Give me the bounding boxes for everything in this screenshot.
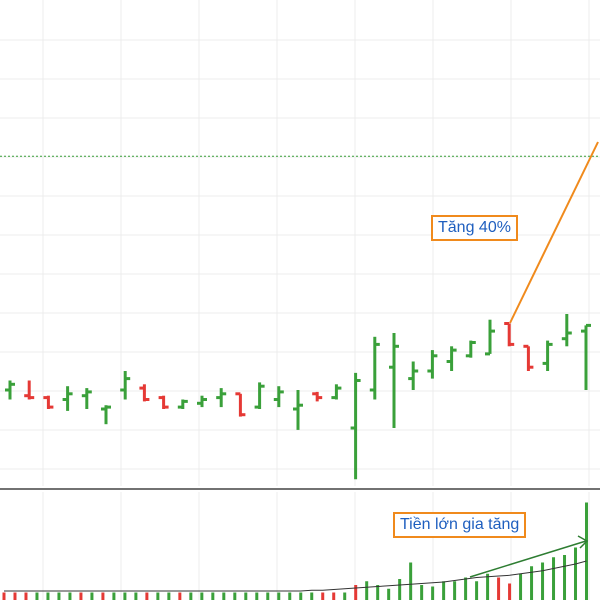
volume-bar — [354, 585, 358, 600]
price-bar — [101, 405, 111, 425]
volume-bar — [431, 586, 435, 600]
volume-bar — [277, 592, 281, 600]
volume-bar — [497, 577, 501, 600]
price-bar — [24, 380, 35, 400]
price-bar — [581, 323, 591, 390]
price-bar — [81, 388, 92, 409]
volume-bar — [552, 557, 556, 600]
volume-bar — [574, 547, 578, 600]
price-ohlc-series — [5, 314, 591, 480]
volume-bar — [409, 562, 413, 600]
volume-bar — [57, 592, 61, 600]
volume-bar — [475, 581, 479, 600]
price-bar — [312, 391, 323, 402]
volume-bar — [101, 592, 105, 600]
volume-increase-annotation: Tiền lớn gia tăng — [393, 512, 527, 538]
price-bar — [485, 319, 495, 356]
price-bar — [216, 388, 227, 408]
volume-bar — [398, 579, 402, 600]
price-bar — [427, 350, 438, 379]
price-bar — [43, 395, 54, 409]
volume-bar — [123, 592, 127, 600]
volume-bar — [563, 555, 567, 600]
volume-bar — [79, 592, 83, 600]
volume-bar — [222, 592, 226, 600]
price-bar — [446, 346, 457, 371]
price-bar — [235, 392, 246, 417]
volume-bar — [244, 592, 248, 600]
price-bar — [542, 340, 553, 371]
trend-arrows — [469, 141, 599, 578]
volume-bar — [200, 592, 204, 600]
price-bar — [350, 372, 361, 480]
price-bar — [120, 371, 131, 400]
volume-bar — [299, 592, 303, 600]
volume-bar — [145, 592, 149, 600]
volume-bar — [167, 592, 171, 600]
volume-trend-arrowhead — [577, 535, 589, 549]
price-bar — [504, 322, 515, 347]
volume-bar — [343, 592, 347, 600]
volume-bar — [189, 592, 193, 600]
price-bar — [158, 395, 169, 409]
price-bar — [139, 384, 150, 402]
volume-bar — [387, 588, 391, 600]
volume-bar — [13, 592, 17, 600]
volume-bar — [255, 592, 259, 600]
volume-moving-average-line — [4, 560, 587, 592]
volume-bar — [508, 583, 512, 600]
price-bar — [523, 344, 534, 371]
volume-bar — [442, 581, 446, 600]
price-bar — [62, 386, 73, 411]
volume-bar — [585, 502, 589, 600]
volume-bar — [464, 577, 468, 600]
volume-series — [2, 502, 589, 600]
volume-bar — [420, 585, 424, 600]
volume-bar — [332, 592, 336, 600]
price-trend-arrow — [509, 141, 599, 324]
price-bar — [254, 382, 265, 409]
price-bar — [408, 361, 419, 390]
volume-bar — [211, 592, 215, 600]
volume-bar — [486, 573, 490, 600]
volume-bar — [365, 581, 369, 600]
price-bar — [177, 399, 188, 409]
volume-bar — [156, 592, 160, 600]
volume-bar — [35, 592, 39, 600]
volume-bar — [376, 585, 380, 600]
price-bar — [331, 384, 342, 400]
volume-bar — [68, 592, 72, 600]
price-bar — [561, 314, 572, 347]
volume-bar — [541, 562, 545, 600]
volume-bar — [519, 573, 523, 600]
price-bar — [369, 336, 380, 400]
volume-bar — [321, 592, 325, 600]
volume-bar — [112, 592, 116, 600]
price-bar — [293, 390, 303, 430]
volume-trend-arrow — [469, 540, 587, 578]
volume-bar — [46, 592, 50, 600]
price-bar — [197, 395, 207, 408]
volume-bar — [310, 592, 314, 600]
volume-bar — [24, 592, 28, 600]
volume-bar — [233, 592, 237, 600]
volume-bar — [134, 592, 138, 600]
volume-bar — [90, 592, 94, 600]
volume-bar — [178, 592, 182, 600]
price-bar — [389, 333, 399, 428]
volume-bar — [530, 566, 534, 600]
price-bar — [5, 380, 15, 400]
volume-bar — [266, 592, 270, 600]
price-bar — [465, 340, 476, 358]
volume-bar — [288, 592, 292, 600]
price-increase-annotation: Tăng 40% — [431, 215, 518, 241]
volume-bar — [453, 581, 457, 600]
volume-bar — [2, 592, 6, 600]
price-bar — [273, 386, 284, 408]
